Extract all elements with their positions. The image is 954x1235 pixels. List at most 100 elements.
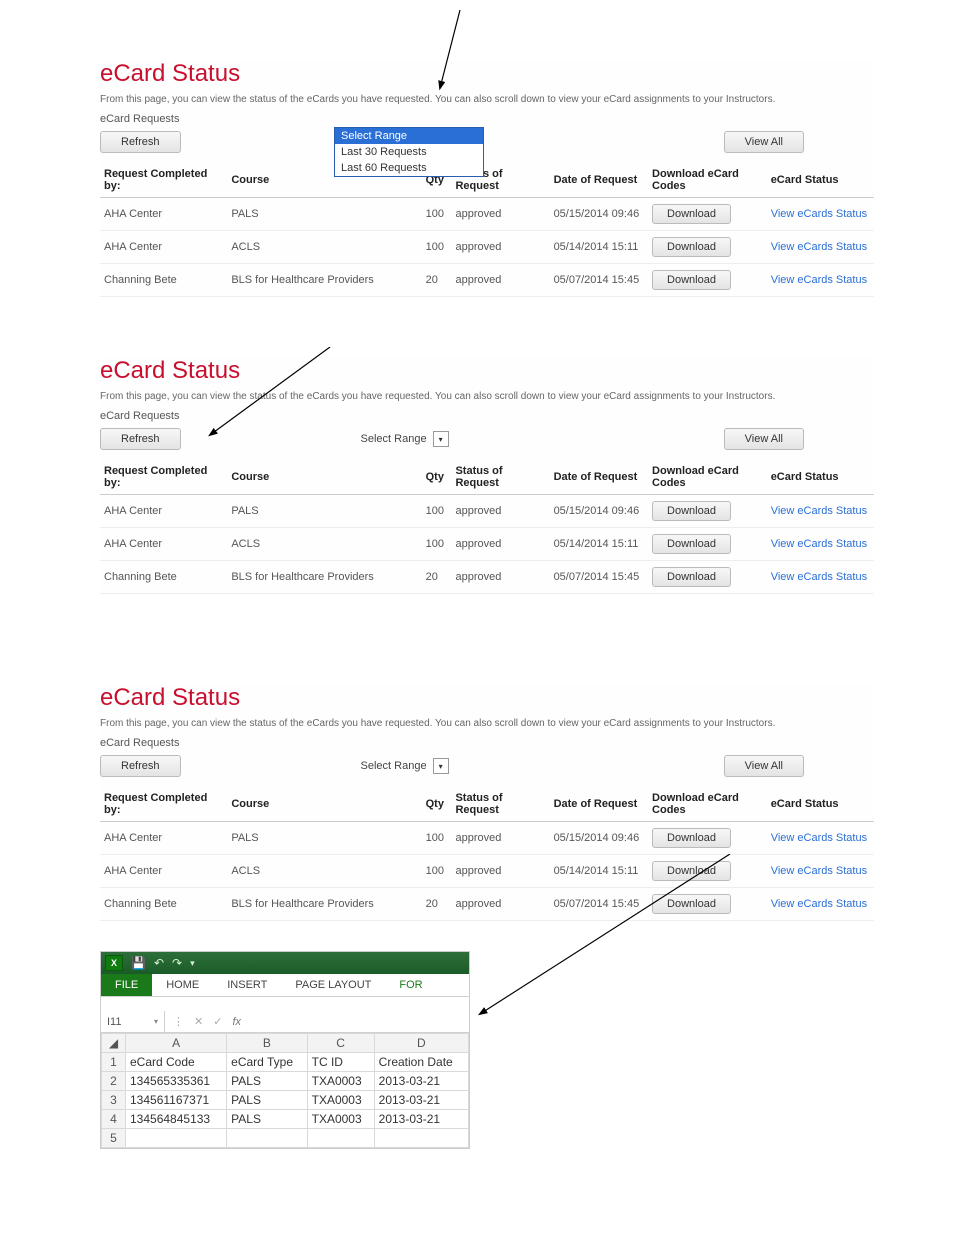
table-row: AHA CenterPALS100approved05/15/2014 09:4… <box>100 822 874 855</box>
cell[interactable]: 134564845133 <box>126 1110 227 1129</box>
col-status: Status of Request <box>451 460 549 495</box>
cell-qty: 20 <box>422 888 452 921</box>
download-button[interactable]: Download <box>652 894 731 914</box>
cell-course: PALS <box>227 198 421 231</box>
refresh-button[interactable]: Refresh <box>100 428 181 450</box>
download-button[interactable]: Download <box>652 828 731 848</box>
cell[interactable]: PALS <box>227 1091 307 1110</box>
cell[interactable]: 134565335361 <box>126 1072 227 1091</box>
table-row: Channing BeteBLS for Healthcare Provider… <box>100 561 874 594</box>
cell-date: 05/07/2014 15:45 <box>550 264 648 297</box>
section-subheading: eCard Requests <box>100 113 874 125</box>
view-ecards-status-link[interactable]: View eCards Status <box>771 865 867 877</box>
cancel-icon[interactable]: ✕ <box>194 1015 203 1028</box>
cell[interactable]: PALS <box>227 1072 307 1091</box>
view-all-button[interactable]: View All <box>724 131 804 153</box>
ribbon-tab-page-layout[interactable]: PAGE LAYOUT <box>281 974 385 996</box>
view-all-button[interactable]: View All <box>724 428 804 450</box>
view-ecards-status-link[interactable]: View eCards Status <box>771 538 867 550</box>
name-box[interactable]: I11▾ <box>101 1011 165 1032</box>
requests-table: Request Completed by: Course Qty Status … <box>100 787 874 921</box>
cell-request-by: AHA Center <box>100 495 227 528</box>
cell-course: ACLS <box>227 528 421 561</box>
row-header[interactable]: 2 <box>102 1072 126 1091</box>
select-range-dropdown[interactable]: Select Range ▾ <box>361 431 449 447</box>
row-header[interactable]: 4 <box>102 1110 126 1129</box>
chevron-down-icon[interactable]: ▾ <box>433 758 449 774</box>
col-download: Download eCard Codes <box>648 787 767 822</box>
cell-qty: 20 <box>422 264 452 297</box>
row-header[interactable]: 3 <box>102 1091 126 1110</box>
row-header[interactable]: 5 <box>102 1129 126 1148</box>
cell[interactable]: 134561167371 <box>126 1091 227 1110</box>
dropdown-option[interactable]: Select Range <box>335 128 483 144</box>
redo-icon[interactable]: ↷ <box>172 956 182 970</box>
cell[interactable]: TC ID <box>307 1053 374 1072</box>
cell[interactable]: TXA0003 <box>307 1110 374 1129</box>
cell[interactable]: eCard Code <box>126 1053 227 1072</box>
cell-download: Download <box>648 198 767 231</box>
view-ecards-status-link[interactable]: View eCards Status <box>771 505 867 517</box>
col-request-by: Request Completed by: <box>100 787 227 822</box>
view-ecards-status-link[interactable]: View eCards Status <box>771 898 867 910</box>
col-header[interactable]: A <box>126 1034 227 1053</box>
ribbon-tab-home[interactable]: HOME <box>152 974 213 996</box>
select-range-dropdown-open[interactable]: Select Range Last 30 Requests Last 60 Re… <box>334 127 484 177</box>
ribbon-tab-formulas[interactable]: FOR <box>385 974 436 996</box>
view-all-button[interactable]: View All <box>724 755 804 777</box>
select-range-dropdown[interactable]: Select Range ▾ <box>361 758 449 774</box>
save-icon[interactable]: 💾 <box>131 956 146 970</box>
controls-row: Refresh Select Range Last 30 Requests La… <box>100 131 874 153</box>
download-button[interactable]: Download <box>652 534 731 554</box>
view-ecards-status-link[interactable]: View eCards Status <box>771 241 867 253</box>
col-header[interactable]: C <box>307 1034 374 1053</box>
refresh-button[interactable]: Refresh <box>100 755 181 777</box>
download-button[interactable]: Download <box>652 861 731 881</box>
select-range-label: Select Range <box>361 433 427 445</box>
enter-icon[interactable]: ✓ <box>213 1015 222 1028</box>
cell[interactable]: PALS <box>227 1110 307 1129</box>
cell-download: Download <box>648 231 767 264</box>
cell[interactable]: TXA0003 <box>307 1091 374 1110</box>
col-course: Course <box>227 460 421 495</box>
row-header[interactable]: 1 <box>102 1053 126 1072</box>
cell-request-by: AHA Center <box>100 822 227 855</box>
page-title: eCard Status <box>100 684 874 712</box>
cell-status: approved <box>451 264 549 297</box>
cell[interactable]: 2013-03-21 <box>374 1072 468 1091</box>
excel-grid[interactable]: ◢ A B C D 1eCard CodeeCard TypeTC IDCrea… <box>101 1033 469 1148</box>
select-all-corner[interactable]: ◢ <box>102 1034 126 1053</box>
cell-request-by: Channing Bete <box>100 888 227 921</box>
cell-request-by: AHA Center <box>100 231 227 264</box>
cell[interactable]: Creation Date <box>374 1053 468 1072</box>
cell[interactable]: 2013-03-21 <box>374 1091 468 1110</box>
fx-icon[interactable]: fx <box>232 1016 241 1028</box>
qat-dropdown-icon[interactable]: ▾ <box>190 958 195 969</box>
excel-quick-access-toolbar: X 💾 ↶ ↷ ▾ <box>101 952 469 974</box>
download-button[interactable]: Download <box>652 204 731 224</box>
undo-icon[interactable]: ↶ <box>154 956 164 970</box>
view-ecards-status-link[interactable]: View eCards Status <box>771 832 867 844</box>
cell[interactable]: 2013-03-21 <box>374 1110 468 1129</box>
download-button[interactable]: Download <box>652 501 731 521</box>
download-button[interactable]: Download <box>652 567 731 587</box>
cell[interactable]: TXA0003 <box>307 1072 374 1091</box>
ribbon-tab-file[interactable]: FILE <box>101 974 152 996</box>
ribbon-tab-insert[interactable]: INSERT <box>213 974 281 996</box>
view-ecards-status-link[interactable]: View eCards Status <box>771 274 867 286</box>
cell-date: 05/07/2014 15:45 <box>550 561 648 594</box>
download-button[interactable]: Download <box>652 237 731 257</box>
col-header[interactable]: B <box>227 1034 307 1053</box>
dropdown-option[interactable]: Last 60 Requests <box>335 160 483 176</box>
cell[interactable]: eCard Type <box>227 1053 307 1072</box>
dropdown-option[interactable]: Last 30 Requests <box>335 144 483 160</box>
view-ecards-status-link[interactable]: View eCards Status <box>771 208 867 220</box>
col-header[interactable]: D <box>374 1034 468 1053</box>
download-button[interactable]: Download <box>652 270 731 290</box>
refresh-button[interactable]: Refresh <box>100 131 181 153</box>
col-ecard-status: eCard Status <box>767 163 874 198</box>
col-qty: Qty <box>422 460 452 495</box>
view-ecards-status-link[interactable]: View eCards Status <box>771 571 867 583</box>
cell-ecard-status: View eCards Status <box>767 888 874 921</box>
chevron-down-icon[interactable]: ▾ <box>433 431 449 447</box>
